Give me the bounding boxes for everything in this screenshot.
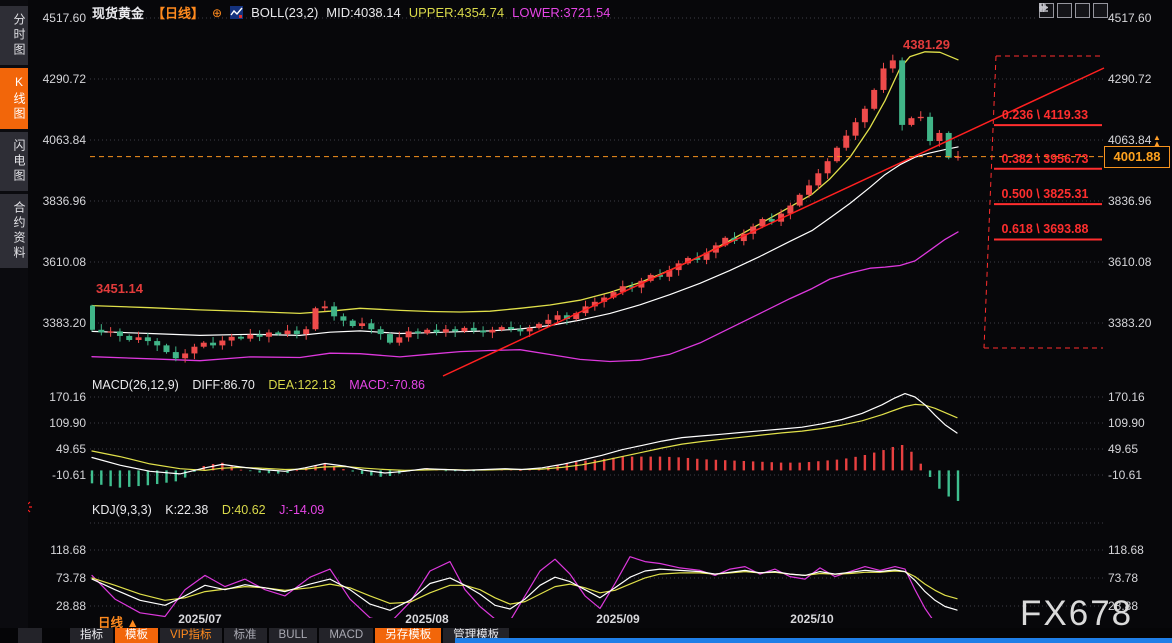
price-annotation: 3451.14	[96, 281, 143, 296]
price-axis-label: 4290.72	[42, 72, 86, 86]
price-axis-label: 3383.20	[42, 316, 86, 330]
candles	[90, 54, 961, 363]
price-axis-label: 3383.20	[1108, 316, 1152, 330]
sidebar-tab-item[interactable]: 合约资料	[0, 194, 28, 268]
price-axis-label: 3610.08	[42, 255, 86, 269]
fib-level-label: 0.382 \ 3956.73	[1001, 151, 1089, 166]
price-axis-label: 4063.84	[1108, 133, 1152, 147]
kdj-k-value: K:22.38	[165, 503, 209, 517]
kdj-axis-label: 73.78	[55, 571, 86, 585]
toolbar-tab[interactable]: 标准	[223, 628, 267, 643]
price-axis-label: 3836.96	[1108, 194, 1152, 208]
price-axis-label: 4063.84	[42, 133, 86, 147]
period-selector[interactable]: 日线 ▲	[98, 616, 139, 630]
sidebar-tab-active[interactable]: K线图	[0, 68, 28, 129]
price-axis-label: 4517.60	[1108, 11, 1152, 25]
toolbar-tab[interactable]: 另存模板	[375, 628, 442, 643]
kdj-axis-label: 118.68	[1108, 542, 1144, 557]
kdj-axis-label: 73.78	[1108, 571, 1139, 585]
fib-level-label: 0.236 \ 4119.33	[1001, 108, 1089, 123]
boll-upper-value: UPPER:4354.74	[408, 5, 505, 20]
axis-shift-icon[interactable]	[1039, 3, 1090, 18]
chart-window-controls	[1039, 3, 1108, 18]
toolbar-tab[interactable]: VIP指标	[160, 628, 222, 643]
price-up-arrows-icon: ▲ ▲	[1153, 133, 1161, 148]
candlestick-chart-icon	[230, 6, 244, 19]
price-axis-label: 4290.72	[1108, 72, 1152, 86]
price-axis-label: 3836.96	[42, 194, 86, 208]
period-tag[interactable]: 【日线】	[152, 6, 205, 21]
macd-axis-label: -10.61	[1108, 467, 1143, 482]
price-axis-label: 3610.08	[1108, 255, 1152, 269]
circle-plus-icon[interactable]: ⊕	[212, 5, 223, 20]
price-annotation: 4381.29	[903, 37, 950, 52]
kdj-axis-label: 28.88	[1108, 599, 1139, 613]
watermark: FX678	[1020, 594, 1134, 633]
x-axis-label: 2025/07	[178, 612, 222, 626]
kdj-axis-label: 28.88	[55, 599, 86, 613]
price-axis-label: 4517.60	[42, 11, 86, 25]
chart-type-sidebar: 分时图 K线图闪电图合约资料	[0, 0, 28, 643]
chart-header: 现货黄金 【日线】 ⊕ BOLL(23,2) MID:4038.14 UPPER…	[92, 4, 610, 21]
boll-params: BOLL(23,2)	[251, 5, 319, 20]
kdj-j-value: J:-14.09	[279, 503, 325, 517]
macd-axis-label: 49.65	[55, 441, 86, 456]
kdj-panel-header: KDJ(9,3,3) K:22.38 D:40.62 J:-14.09	[92, 503, 334, 517]
macd-axis-label: 170.16	[49, 389, 86, 404]
toolbar-tab[interactable]: BULL	[268, 628, 318, 643]
macd-params: MACD(26,12,9)	[92, 378, 179, 392]
macd-axis-label: 109.90	[1108, 415, 1145, 430]
kdj-params: KDJ(9,3,3)	[92, 503, 152, 517]
macd-axis-label: 109.90	[49, 415, 86, 430]
bottom-scrollbar[interactable]	[455, 638, 1172, 643]
symbol-name: 现货黄金	[92, 6, 145, 21]
collapse-panel-icon[interactable]	[1040, 3, 1108, 18]
kdj-axis-label: 118.68	[50, 542, 86, 557]
fib-level-label: 0.618 \ 3693.88	[1001, 222, 1089, 237]
fib-level-label: 0.500 \ 3825.31	[1001, 187, 1089, 202]
current-price-tag: 4001.88	[1104, 146, 1170, 169]
boll-mid-value: MID:4038.14	[326, 5, 401, 20]
macd-hist-value: MACD:-70.86	[349, 378, 425, 392]
x-axis: 日线 ▲ 2025/07 2025/08 2025/09 2025/10	[0, 612, 1172, 630]
toolbar-blank-button[interactable]	[18, 628, 42, 643]
boll-lower-value: LOWER:3721.54	[512, 5, 611, 20]
x-axis-label: 2025/09	[596, 612, 640, 626]
macd-panel-header: MACD(26,12,9) DIFF:86.70 DEA:122.13 MACD…	[92, 378, 435, 392]
axis-scale-icon[interactable]	[1039, 3, 1072, 18]
toolbar-tab[interactable]: 模板	[115, 628, 158, 643]
macd-diff-value: DIFF:86.70	[192, 378, 255, 392]
sidebar-tab-item[interactable]: 闪电图	[0, 132, 28, 191]
toolbar-tab[interactable]: MACD	[319, 628, 374, 643]
macd-axis-label: -10.61	[51, 467, 86, 482]
macd-axis-label: 49.65	[1108, 441, 1139, 456]
toolbar-tab[interactable]: 指标	[70, 628, 113, 643]
x-axis-label: 2025/08	[405, 612, 449, 626]
macd-histogram	[90, 445, 960, 501]
x-axis-label: 2025/10	[790, 612, 834, 626]
kdj-d-value: D:40.62	[221, 503, 266, 517]
macd-axis-label: 170.16	[1108, 389, 1145, 404]
sidebar-tab-item[interactable]: 分时图	[0, 6, 28, 65]
macd-dea-value: DEA:122.13	[268, 378, 336, 392]
